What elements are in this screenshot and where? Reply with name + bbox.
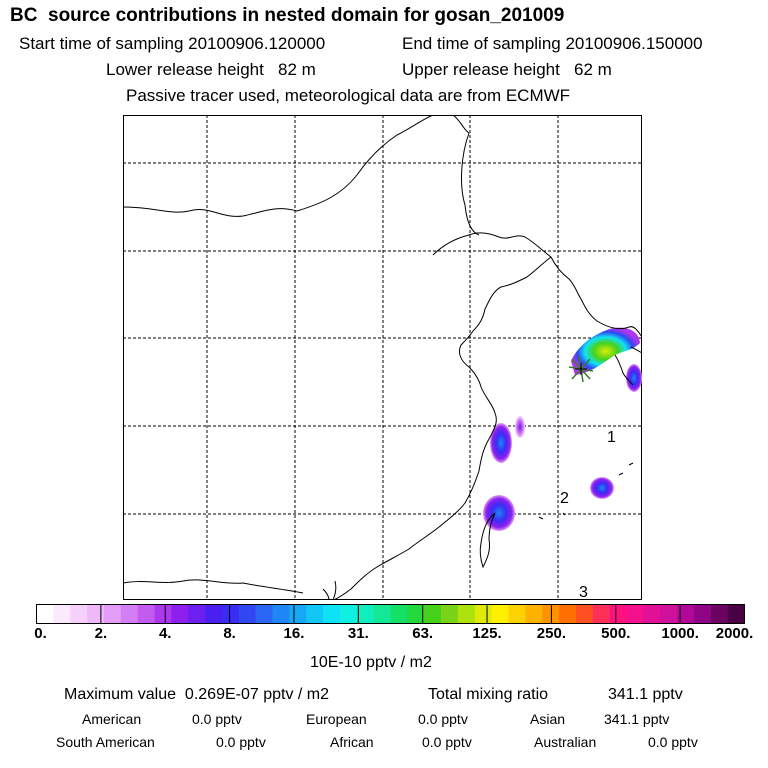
color-scale-cell [474, 604, 492, 624]
color-scale-tick-label: 500. [601, 625, 631, 642]
color-scale-cell [306, 604, 324, 624]
color-scale-cell [238, 604, 256, 624]
color-scale-cell [390, 604, 408, 624]
asian-value: 341.1 pptv [604, 711, 670, 727]
page-title: BC source contributions in nested domain… [10, 5, 565, 26]
receptor-cross [575, 363, 587, 375]
plume-korea-east [626, 364, 642, 392]
color-scale-cell [710, 604, 728, 624]
color-scale-cell [289, 604, 307, 624]
color-scale-tick-label: 125. [472, 625, 502, 642]
plume-korea [571, 327, 640, 375]
lower-release-text: Lower release height 82 m [106, 60, 316, 79]
color-scale-cell [727, 604, 745, 624]
south-american-value: 0.0 pptv [216, 734, 266, 750]
american-value: 0.0 pptv [192, 711, 242, 727]
asian-label: Asian [530, 711, 566, 727]
color-scale-cell [559, 604, 577, 624]
max-value-text: Maximum value 0.269E-07 pptv / m2 [64, 686, 330, 703]
color-scale-tick-label: 0. [34, 625, 47, 642]
tracer-note: Passive tracer used, meteorological data… [126, 86, 571, 105]
color-scale-cell [457, 604, 476, 624]
color-scale-cell [356, 604, 374, 624]
color-scale-cell [592, 604, 610, 624]
color-scale-cell [120, 604, 138, 624]
color-scale-tick-label: 16. [283, 625, 305, 642]
color-scale-cell [491, 604, 509, 624]
color-scale-tick-label: 4. [158, 625, 172, 642]
color-scale-cell [272, 604, 290, 624]
color-scale-cell [171, 604, 189, 624]
upper-release-text: Upper release height 62 m [402, 60, 612, 79]
color-scale-cell [87, 604, 105, 624]
color-scale-bar [36, 604, 745, 624]
color-scale-cell [407, 604, 425, 624]
point-label-2: 2 [560, 490, 569, 507]
african-value: 0.0 pptv [422, 734, 472, 750]
color-scale-cell [508, 604, 526, 624]
color-scale-cell [441, 604, 459, 624]
end-sampling-text: End time of sampling 20100906.150000 [402, 34, 703, 53]
south-american-label: South American [56, 734, 155, 750]
start-sampling-text: Start time of sampling 20100906.120000 [19, 34, 326, 53]
tracer-plumes [483, 327, 642, 531]
color-scale-cell [188, 604, 206, 624]
color-scale-tick-label: 63. [412, 625, 434, 642]
plume-ryukyu [590, 477, 614, 499]
color-scale-tick-label: 250. [536, 625, 567, 642]
point-label-3: 3 [579, 584, 588, 600]
color-scale-cell [205, 604, 223, 624]
total-mixing-label: Total mixing ratio [428, 686, 549, 703]
color-scale-cell [677, 604, 695, 624]
color-scale-cell [643, 604, 661, 624]
color-scale-cell [525, 604, 543, 624]
color-scale-cell [221, 604, 240, 624]
color-scale-cell [36, 604, 54, 624]
european-value: 0.0 pptv [418, 711, 468, 727]
australian-label: Australian [534, 734, 597, 750]
map-panel: 1 2 3 [123, 115, 642, 600]
graticule [123, 115, 642, 600]
african-label: African [330, 734, 374, 750]
color-scale-cell [575, 604, 594, 624]
coastlines [123, 115, 642, 600]
european-label: European [306, 711, 367, 727]
color-scale-cell [424, 604, 442, 624]
australian-value: 0.0 pptv [648, 734, 698, 750]
total-mixing-value: 341.1 pptv [608, 686, 683, 703]
color-scale-cell [323, 604, 341, 624]
color-scale-cell [70, 604, 88, 624]
color-scale-cell [373, 604, 391, 624]
color-scale-tick-label: 2000. [715, 625, 754, 642]
plume-taiwan [483, 495, 515, 531]
color-scale-cell [103, 604, 122, 624]
color-scale-cell [542, 604, 560, 624]
color-scale-cell [137, 604, 155, 624]
color-scale-cell [339, 604, 358, 624]
color-scale-cell [255, 604, 273, 624]
color-scale-tick-label: 31. [347, 625, 369, 642]
color-scale-tick-label: 8. [223, 625, 236, 642]
color-scale-cell [660, 604, 678, 624]
color-scale-cell [626, 604, 644, 624]
color-scale-units: 10E-10 pptv / m2 [310, 654, 432, 671]
color-scale-cell [154, 604, 172, 624]
plume-china-coast [490, 423, 512, 463]
color-scale-cell [609, 604, 627, 624]
color-scale-cell [53, 604, 71, 624]
point-label-1: 1 [607, 429, 616, 446]
color-scale-tick-label: 1000. [661, 625, 699, 642]
color-scale-cell [693, 604, 712, 624]
american-label: American [82, 711, 142, 727]
color-scale-tick-label: 2. [94, 625, 108, 642]
plume-east-china-sea [515, 416, 525, 438]
